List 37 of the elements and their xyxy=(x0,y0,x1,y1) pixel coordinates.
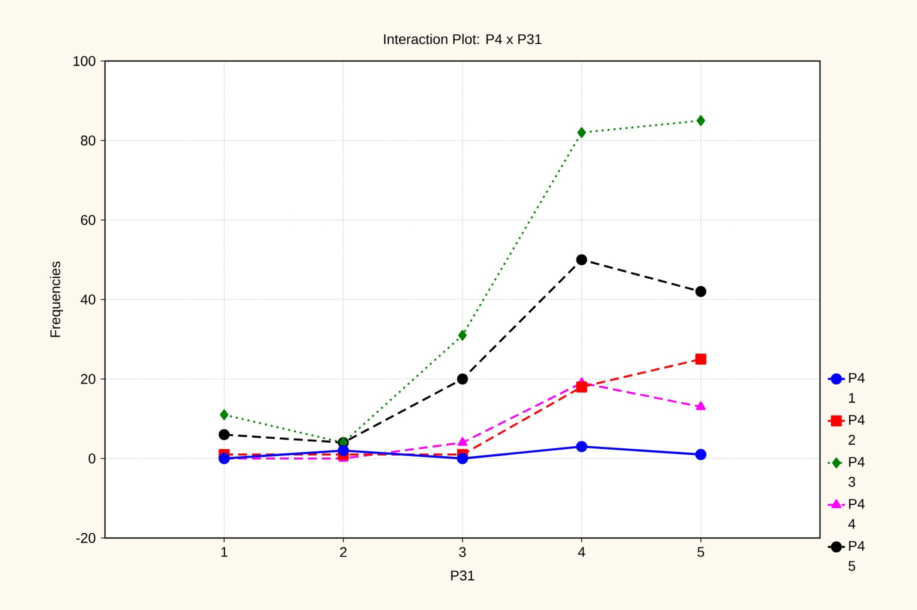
point xyxy=(220,409,228,420)
x-tick-label: 3 xyxy=(459,547,466,558)
x-tick-label: 2 xyxy=(340,547,347,557)
point xyxy=(458,330,467,341)
legend-label: P4 3 xyxy=(848,457,865,487)
point xyxy=(576,254,588,266)
y-tick-label: 80 xyxy=(80,136,96,146)
y-tick-label: 60 xyxy=(81,215,96,225)
point xyxy=(456,452,468,464)
x-tick-label: 4 xyxy=(578,547,586,557)
x-tick-label: 5 xyxy=(698,547,704,557)
point xyxy=(695,448,706,460)
point xyxy=(576,381,588,392)
y-tick-label: 100 xyxy=(74,56,96,66)
y-tick-label: 40 xyxy=(80,294,96,304)
legend-label: P4 5 xyxy=(848,541,865,571)
legend-label: P4 2 xyxy=(848,415,865,445)
point xyxy=(695,286,706,298)
point xyxy=(218,429,230,440)
y-tick-label: -20 xyxy=(76,533,96,543)
point xyxy=(696,401,706,410)
point xyxy=(457,374,468,384)
legend-label: P4 1 xyxy=(849,373,865,403)
x-axis-title: P31 xyxy=(451,570,474,580)
point xyxy=(696,115,706,126)
chart-title: Interaction Plot: P4 x P31 xyxy=(384,34,542,44)
legend-label: P4 4 xyxy=(848,499,865,529)
y-tick-label: 0 xyxy=(88,454,96,464)
point xyxy=(577,127,586,138)
point xyxy=(338,444,349,456)
point xyxy=(458,437,468,446)
point xyxy=(695,354,706,365)
x-tick-label: 1 xyxy=(221,547,228,557)
y-axis-title: Frequencies xyxy=(50,261,63,337)
y-tick-label: 20 xyxy=(81,374,96,384)
point xyxy=(218,452,230,464)
point xyxy=(576,440,588,452)
